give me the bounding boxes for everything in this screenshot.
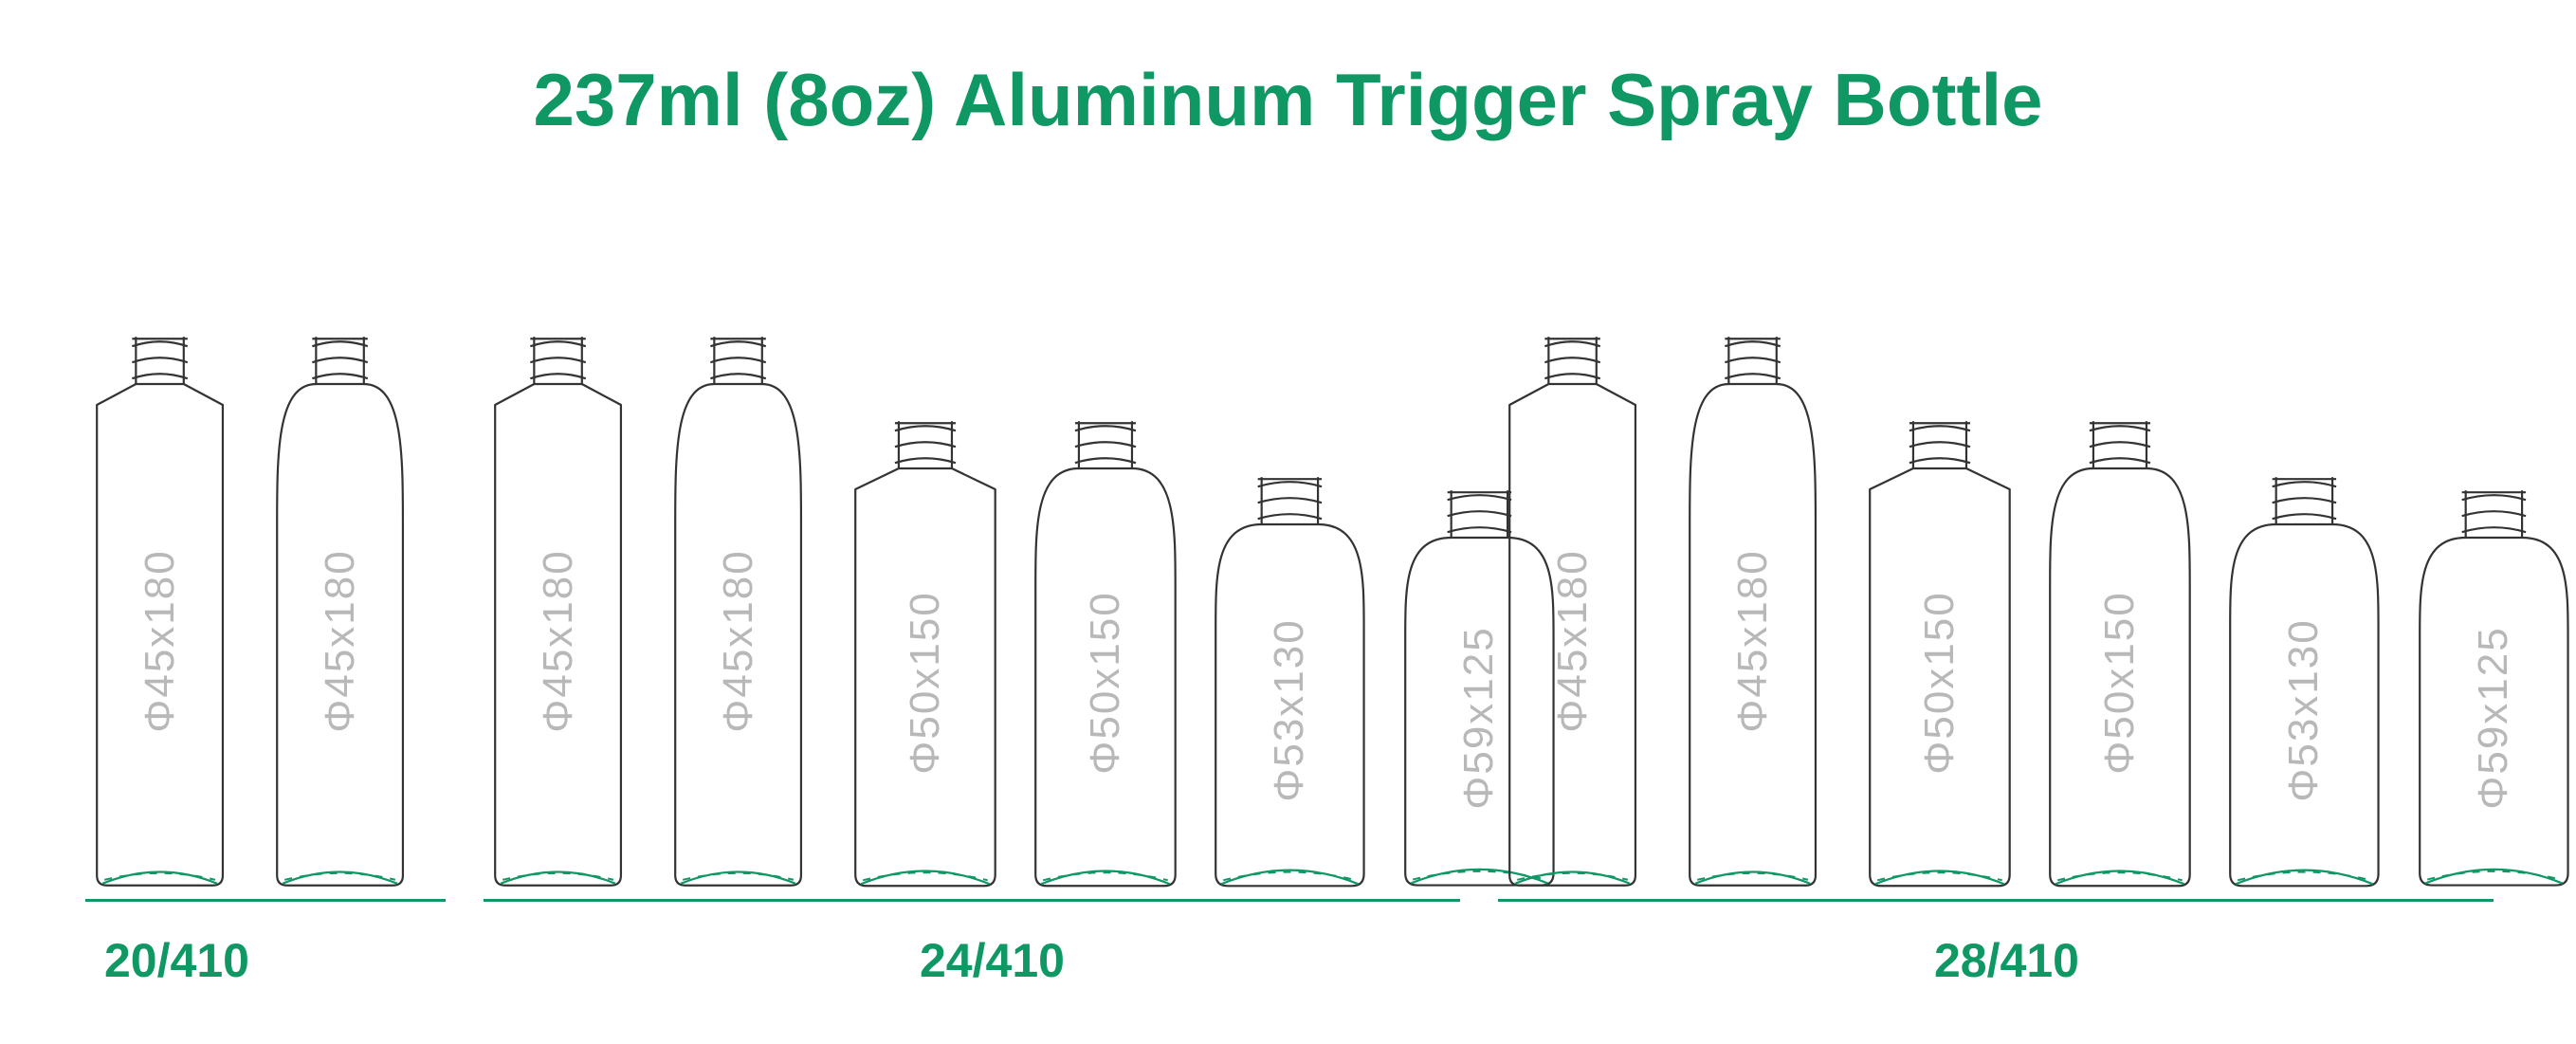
bottle-group: 20/410 Φ45x180 Φ45x180 bbox=[85, 247, 446, 902]
bottle-dimension-label: Φ45x180 bbox=[1729, 549, 1777, 732]
bottle-dimension-label: Φ50x150 bbox=[1082, 591, 1129, 774]
bottle-dimension-label: Φ59x125 bbox=[2470, 626, 2517, 809]
bottle-outline: Φ45x180 bbox=[275, 335, 405, 888]
bottle-outline: Φ45x180 bbox=[95, 335, 225, 888]
bottle-outline: Φ50x150 bbox=[2048, 419, 2192, 888]
page-title: 237ml (8oz) Aluminum Trigger Spray Bottl… bbox=[0, 57, 2576, 143]
bottle-dimension-label: Φ45x180 bbox=[137, 549, 184, 732]
bottle-dimension-label: Φ50x150 bbox=[1916, 591, 1964, 774]
bottle-outline: Φ45x180 bbox=[1507, 335, 1637, 888]
bottle-dimension-label: Φ50x150 bbox=[902, 591, 949, 774]
bottle-outline: Φ45x180 bbox=[673, 335, 803, 888]
bottle-outline: Φ50x150 bbox=[1033, 419, 1178, 888]
bottle-dimension-label: Φ45x180 bbox=[715, 549, 762, 732]
bottle-outline: Φ59x125 bbox=[2418, 488, 2570, 888]
bottle-group: 28/410 Φ45x180 Φ45x180 Φ50x15 bbox=[1498, 247, 2494, 902]
bottle-dimension-label: Φ45x180 bbox=[535, 549, 582, 732]
bottle-group: 24/410 Φ45x180 Φ45x180 Φ50x15 bbox=[484, 247, 1460, 902]
bottle-outline: Φ45x180 bbox=[1688, 335, 1818, 888]
bottle-dimension-label: Φ59x125 bbox=[1455, 626, 1503, 809]
bottle-stage: 20/410 Φ45x180 Φ45x18024/410 bbox=[85, 247, 2491, 902]
group-label: 24/410 bbox=[920, 933, 1065, 988]
group-label: 20/410 bbox=[104, 933, 249, 988]
bottle-outline: Φ53x130 bbox=[2228, 475, 2381, 888]
bottle-outline: Φ50x150 bbox=[853, 419, 997, 888]
bottle-dimension-label: Φ45x180 bbox=[1549, 549, 1597, 732]
bottle-dimension-label: Φ53x130 bbox=[2280, 619, 2328, 802]
bottle-outline: Φ50x150 bbox=[1868, 419, 2012, 888]
bottle-dimension-label: Φ45x180 bbox=[317, 549, 364, 732]
bottle-dimension-label: Φ50x150 bbox=[2096, 591, 2144, 774]
bottle-dimension-label: Φ53x130 bbox=[1266, 619, 1313, 802]
group-label: 28/410 bbox=[1934, 933, 2079, 988]
bottle-outline: Φ53x130 bbox=[1214, 475, 1366, 888]
bottle-outline: Φ45x180 bbox=[493, 335, 623, 888]
